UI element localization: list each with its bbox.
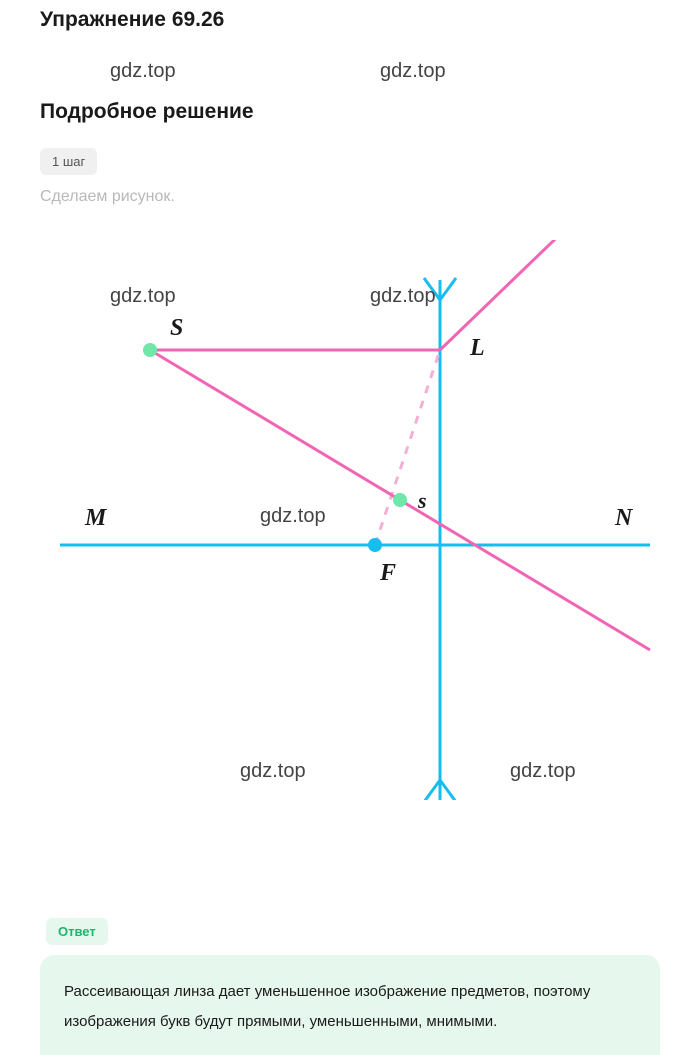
watermark: gdz.top [510, 760, 576, 783]
watermark: gdz.top [240, 760, 306, 783]
exercise-title: Упражнение 69.26 [40, 8, 224, 32]
optics-diagram: Ss F L M N [40, 240, 660, 800]
svg-text:L: L [469, 335, 485, 361]
answer-text: Рассеивающая линза дает уменьшенное изоб… [40, 955, 660, 1055]
svg-text:N: N [614, 505, 634, 531]
watermark: gdz.top [370, 285, 436, 308]
svg-text:M: M [84, 505, 108, 531]
step-text: Сделаем рисунок. [40, 188, 175, 206]
watermark: gdz.top [110, 60, 176, 83]
watermark: gdz.top [380, 60, 446, 83]
answer-badge: Ответ [46, 918, 108, 945]
solution-title: Подробное решение [40, 100, 254, 124]
svg-text:F: F [379, 560, 396, 586]
svg-text:S: S [170, 315, 183, 341]
watermark: gdz.top [110, 285, 176, 308]
svg-text:s: s [417, 488, 427, 513]
watermark: gdz.top [260, 505, 326, 528]
step-badge: 1 шаг [40, 148, 97, 175]
